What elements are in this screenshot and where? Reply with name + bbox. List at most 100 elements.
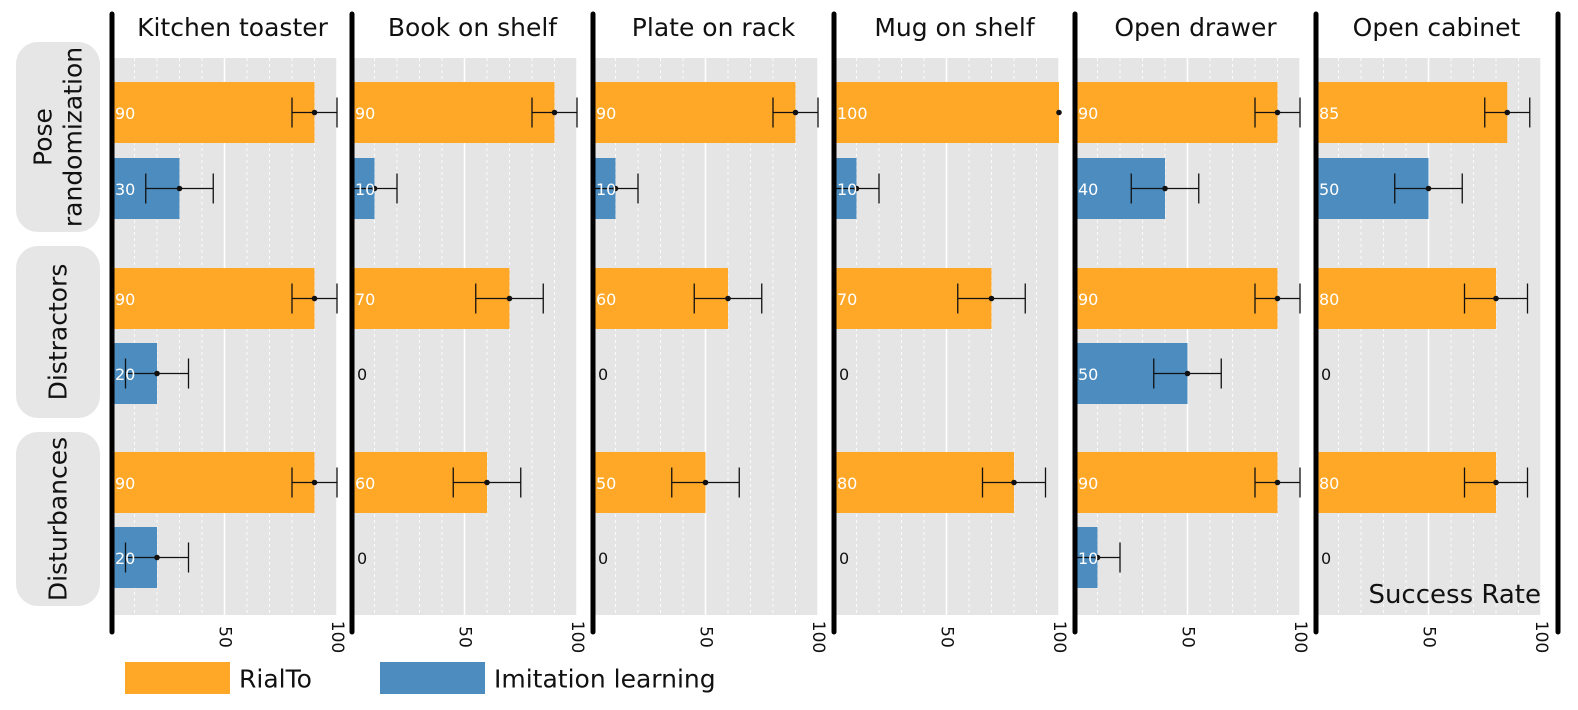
legend-label: RialTo	[239, 665, 312, 694]
data-label: 20	[115, 365, 135, 384]
x-tick-label: 50	[696, 626, 716, 648]
condition-label-box	[16, 246, 100, 418]
bar-rialto	[112, 82, 315, 143]
mean-point	[1162, 185, 1168, 192]
bar-rialto	[1075, 452, 1278, 513]
x-tick-label: 50	[1178, 626, 1198, 648]
mean-point	[1493, 295, 1499, 302]
condition-label: Pose	[29, 108, 58, 166]
mean-point	[1425, 185, 1432, 192]
mean-point	[792, 109, 799, 116]
mean-point	[612, 185, 619, 192]
bar-rialto	[834, 82, 1059, 143]
condition-label: Disturbances	[44, 437, 73, 601]
data-label: 0	[357, 549, 367, 568]
panel-title: Open cabinet	[1353, 13, 1521, 42]
data-label: 60	[596, 290, 616, 309]
mean-point	[484, 479, 490, 486]
mean-point	[371, 185, 378, 192]
data-label: 0	[839, 549, 849, 568]
data-label: 80	[1319, 474, 1339, 493]
mean-point	[311, 479, 318, 486]
panel-title: Mug on shelf	[874, 13, 1036, 42]
data-label: 80	[1319, 290, 1339, 309]
bar-rialto	[593, 82, 796, 143]
data-label: 90	[596, 104, 616, 123]
data-label: 90	[115, 474, 135, 493]
panel-title: Book on shelf	[388, 13, 558, 42]
mean-point	[725, 295, 731, 302]
mean-point	[853, 185, 860, 192]
x-tick-label: 50	[455, 626, 475, 648]
data-label: 80	[837, 474, 857, 493]
bar-rialto	[112, 452, 315, 513]
data-label: 70	[837, 290, 857, 309]
data-label: 50	[1319, 180, 1339, 199]
data-label: 60	[355, 474, 375, 493]
mean-point	[1056, 109, 1062, 116]
x-tick-label: 100	[808, 621, 828, 653]
mean-point	[311, 295, 318, 302]
x-tick-label: 100	[327, 621, 347, 653]
bar-rialto	[1075, 82, 1278, 143]
data-label: 0	[1321, 549, 1331, 568]
condition-label-box	[16, 432, 100, 606]
data-label: 0	[1321, 365, 1331, 384]
mean-point	[1274, 479, 1281, 486]
data-label: 90	[355, 104, 375, 123]
mean-point	[1094, 554, 1101, 561]
legend-label: Imitation learning	[494, 665, 716, 694]
data-label: 20	[115, 549, 135, 568]
data-label: 90	[115, 104, 135, 123]
bar-rialto	[112, 268, 315, 329]
x-tick-label: 100	[1049, 621, 1069, 653]
x-tick-label: 50	[937, 626, 957, 648]
mean-point	[506, 295, 513, 302]
data-label: 90	[1078, 474, 1098, 493]
data-label: 50	[1078, 365, 1098, 384]
mean-point	[1011, 479, 1017, 486]
bar-rialto	[1075, 268, 1278, 329]
data-label: 0	[598, 365, 608, 384]
data-label: 0	[357, 365, 367, 384]
data-label: 90	[1078, 104, 1098, 123]
mean-point	[1504, 109, 1511, 116]
mean-point	[311, 109, 318, 116]
mean-point	[1274, 109, 1281, 116]
data-label: 70	[355, 290, 375, 309]
bar-rialto	[352, 82, 555, 143]
panel-title: Kitchen toaster	[137, 13, 329, 42]
x-axis-label: Success Rate	[1368, 580, 1541, 610]
data-label: 30	[115, 180, 135, 199]
mean-point	[1184, 370, 1191, 377]
mean-point	[1493, 479, 1499, 486]
mean-point	[1274, 295, 1281, 302]
mean-point	[154, 370, 160, 377]
data-label: 85	[1319, 104, 1339, 123]
data-label: 10	[837, 180, 857, 199]
condition-label: randomization	[59, 47, 88, 227]
data-label: 50	[596, 474, 616, 493]
panel-title: Plate on rack	[632, 13, 796, 42]
data-label: 10	[355, 180, 375, 199]
data-label: 0	[839, 365, 849, 384]
x-tick-label: 100	[567, 621, 587, 653]
bar-rialto	[1316, 82, 1508, 143]
x-tick-label: 100	[1290, 621, 1310, 653]
condition-label-box	[16, 42, 100, 232]
legend-swatch	[125, 662, 230, 694]
mean-point	[988, 295, 995, 302]
mean-point	[702, 479, 709, 486]
panel-title: Open drawer	[1114, 13, 1277, 42]
data-label: 90	[115, 290, 135, 309]
data-label: 90	[1078, 290, 1098, 309]
data-label: 100	[837, 104, 868, 123]
data-label: 0	[598, 549, 608, 568]
data-label: 10	[596, 180, 616, 199]
mean-point	[176, 185, 183, 192]
legend-swatch	[380, 662, 485, 694]
data-label: 10	[1078, 549, 1098, 568]
x-tick-label: 50	[215, 626, 235, 648]
